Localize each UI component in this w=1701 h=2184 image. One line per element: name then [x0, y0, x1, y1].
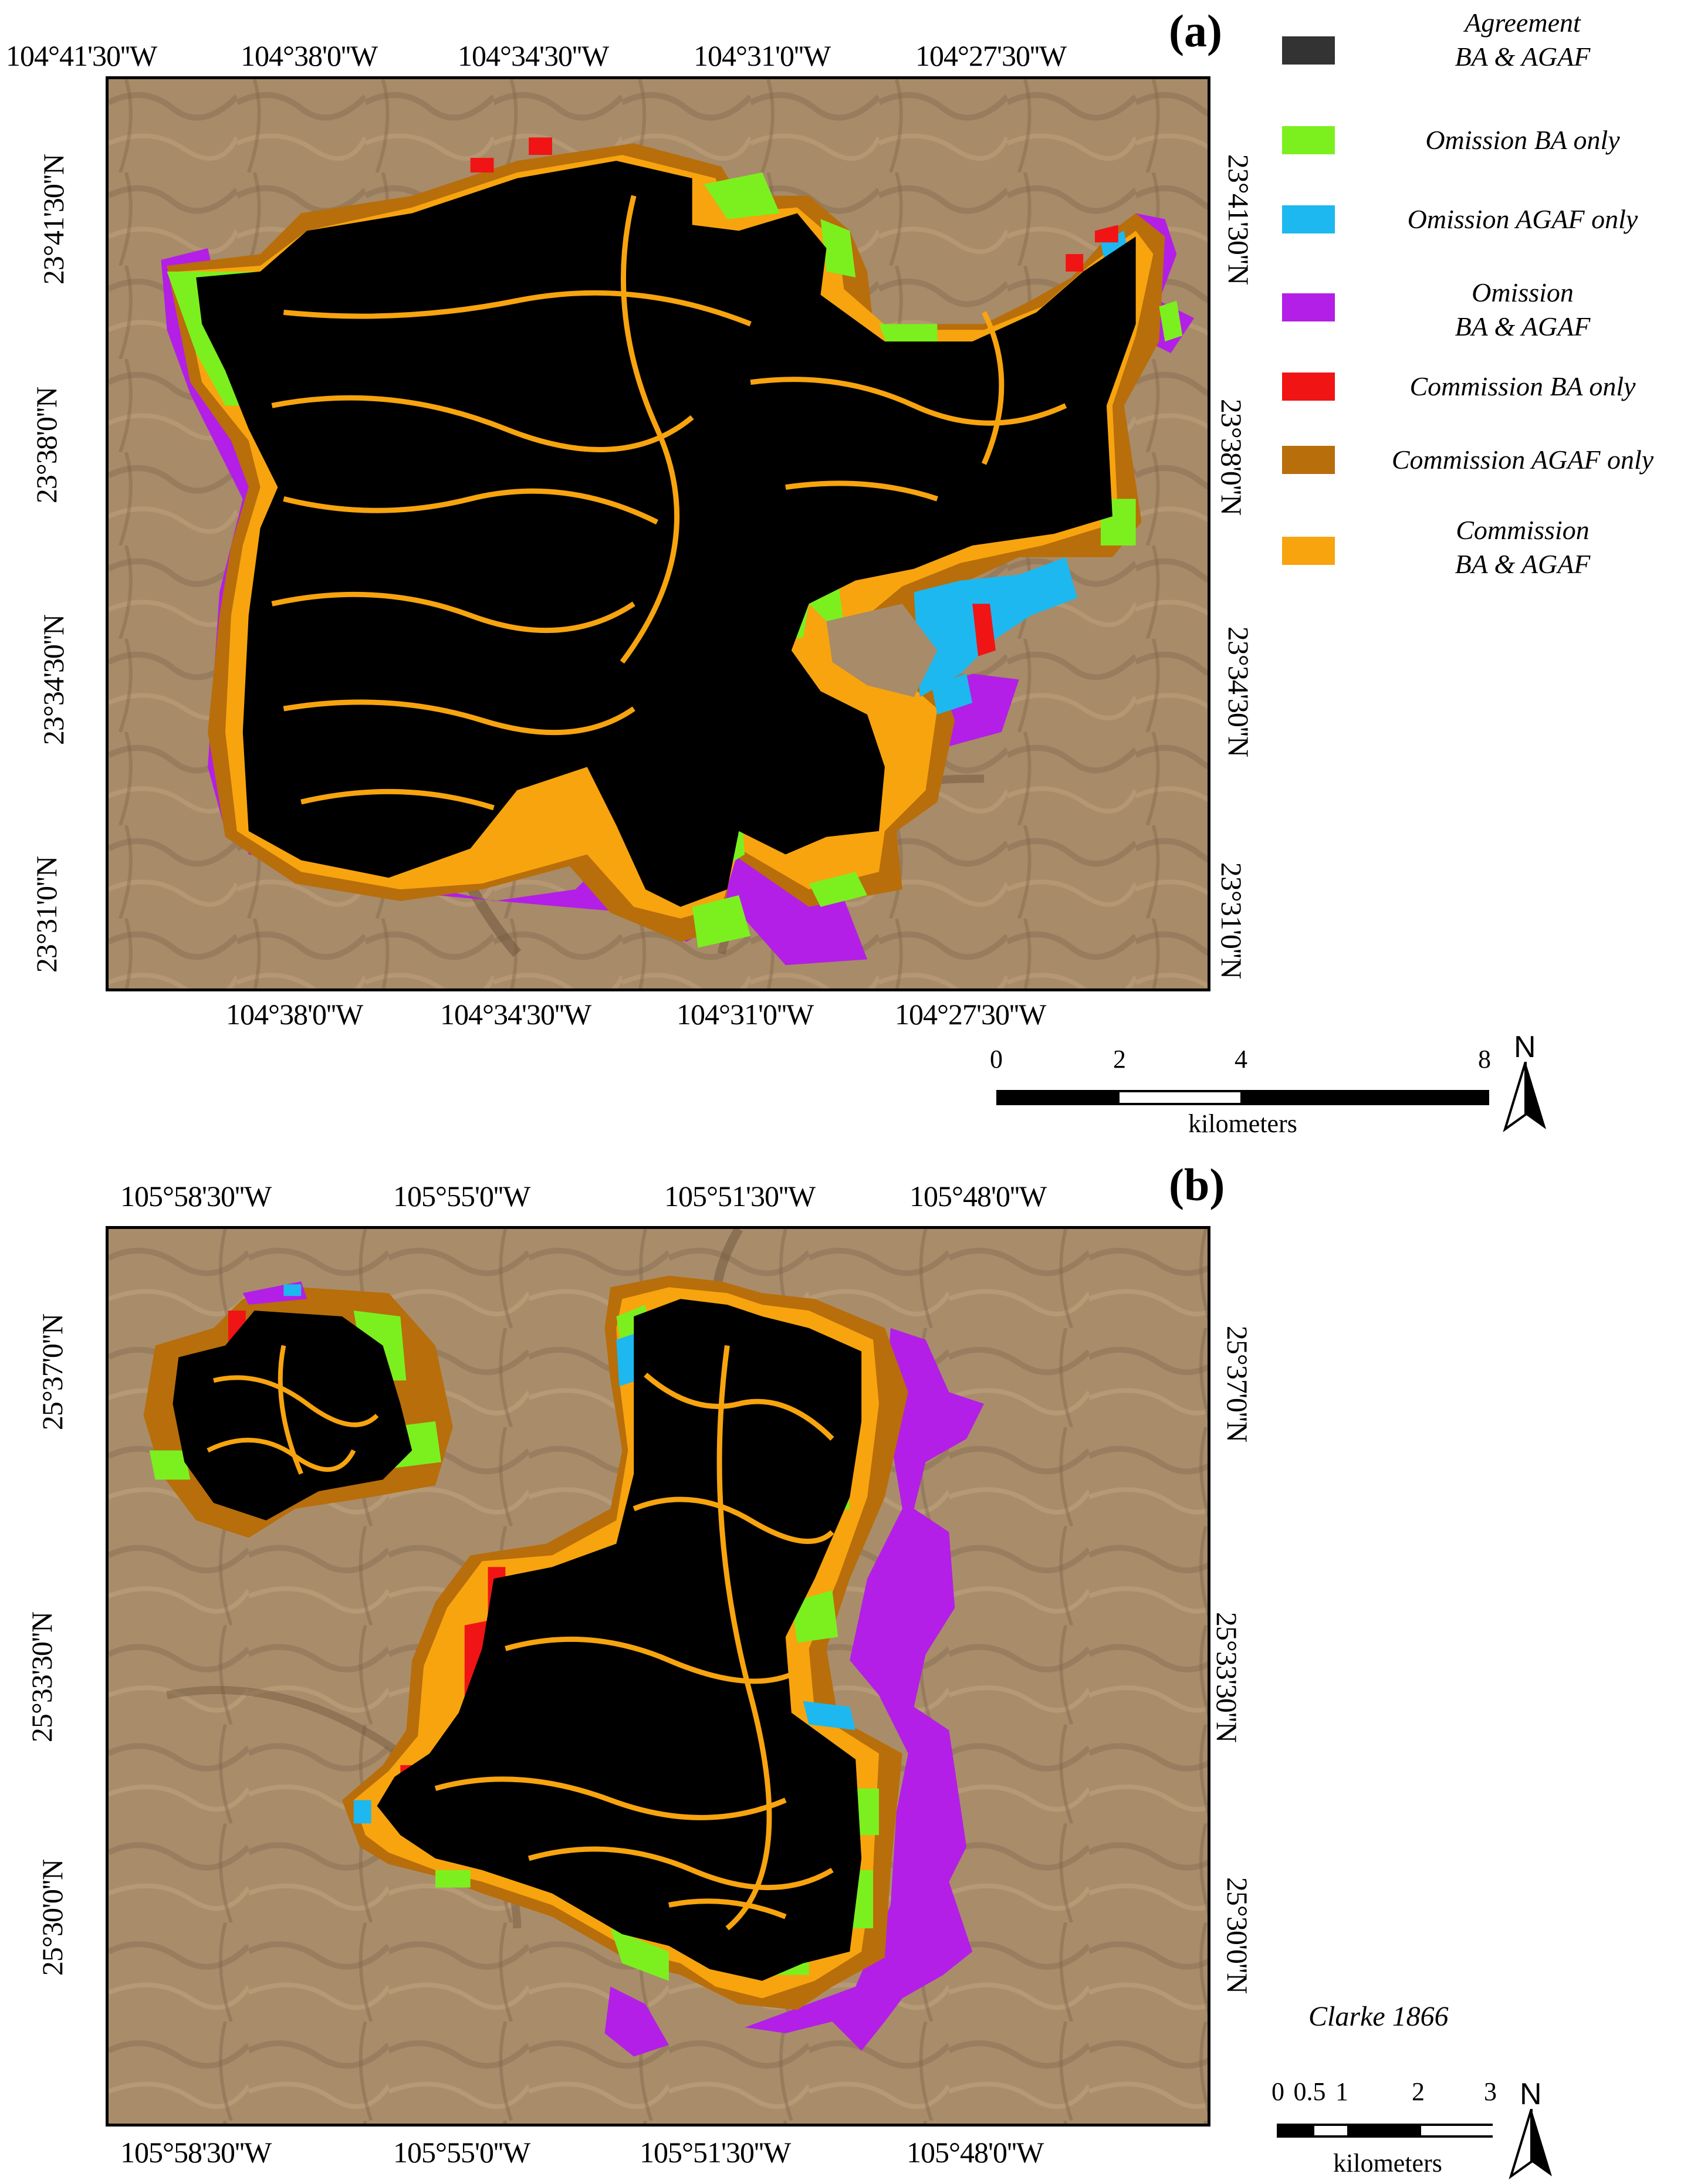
panel-b-label: (b) [1169, 1159, 1225, 1210]
panel-b-top-tick: 105°48'0''W [909, 1180, 1047, 1213]
scale-tick-label: 0 [1271, 2077, 1284, 2106]
panel-a-right-tick: 23°34'30''N [1222, 626, 1256, 757]
panel-a-top-tick: 104°41'30''W [6, 39, 157, 72]
legend-swatch [1282, 373, 1335, 401]
north-letter: N [1520, 2077, 1542, 2111]
panel-a-agreement [196, 161, 1136, 907]
legend-label: BA & AGAF [1455, 311, 1591, 341]
legend-swatch [1282, 293, 1335, 321]
panel-a-top-tick: 104°31'0''W [694, 39, 831, 72]
scale-unit-label: kilometers [1333, 2149, 1442, 2178]
panel-b-left-tick: 25°37'0''N [36, 1313, 69, 1431]
panel-a-left-tick: 23°38'0''N [30, 387, 63, 504]
panel-a-bottom-tick: 104°27'30''W [895, 998, 1046, 1031]
panel-b-top-tick: 105°58'30''W [120, 1180, 272, 1213]
datum-label: Clarke 1866 [1308, 2001, 1449, 2032]
panel-a-right-tick: 23°31'0''N [1215, 862, 1249, 979]
scale-tick-label: 8 [1478, 1045, 1491, 1074]
scale-unit-label: kilometers [1188, 1109, 1297, 1138]
panel-b-right-tick: 25°33'30''N [1210, 1611, 1244, 1743]
legend-label: Commission BA only [1409, 371, 1636, 401]
scale-tick-label: 0.5 [1293, 2077, 1326, 2106]
legend-label: Omission [1472, 277, 1574, 307]
legend-swatch [1282, 205, 1335, 233]
panel-b-bottom-tick: 105°58'30''W [120, 2136, 272, 2169]
legend: Agreement BA & AGAF Omission BA only Omi… [1282, 6, 1693, 592]
legend-swatch [1282, 446, 1335, 474]
legend-swatch [1282, 537, 1335, 565]
panel-b-streaks [434, 1345, 834, 1931]
panel-a-scale-bar: 0 2 4 8 kilometers [990, 1044, 1508, 1138]
panel-a-right-tick: 23°38'0''N [1215, 398, 1249, 516]
panel-a-right-tick: 23°41'30''N [1222, 154, 1256, 285]
panel-a-north-arrow: N [1499, 1030, 1552, 1132]
panel-a-label: (a) [1169, 5, 1222, 56]
scale-bar-segments [996, 1090, 1489, 1105]
north-arrow-icon [1509, 2109, 1552, 2179]
scale-tick-label: 3 [1484, 2077, 1497, 2106]
scale-tick-label: 1 [1335, 2077, 1348, 2106]
legend-label: Commission [1456, 515, 1590, 545]
panel-b-omission-ba [149, 1450, 191, 1480]
legend-label: Commission AGAF only [1391, 445, 1654, 475]
panel-a-interior-gap [826, 604, 938, 697]
panel-a-bottom-tick: 104°34'30''W [440, 998, 591, 1031]
panel-b-bottom-tick: 105°48'0''W [907, 2136, 1044, 2169]
panel-a-interior-gap-edge [803, 604, 833, 674]
north-letter: N [1514, 1030, 1536, 1064]
legend-swatch [1282, 126, 1335, 154]
panel-b-omission-both [745, 1328, 985, 2051]
legend-label: BA & AGAF [1455, 42, 1591, 72]
north-arrow-icon [1503, 1062, 1546, 1132]
panel-a-map [106, 76, 1210, 991]
panel-a-map-svg [109, 79, 1208, 988]
panel-b-left-tick: 25°33'30''N [25, 1611, 59, 1743]
scale-tick-label: 2 [1412, 2077, 1425, 2106]
scale-tick-label: 2 [1113, 1045, 1126, 1074]
legend-label: Omission BA only [1425, 125, 1620, 155]
legend-swatch [1282, 36, 1335, 65]
panel-b-scale-bar: 0 0.5 1 2 3 kilometers [1271, 2077, 1508, 2182]
panel-a-left-tick: 23°31'0''N [30, 856, 63, 973]
panel-a-top-tick: 104°27'30''W [915, 39, 1067, 72]
panel-b-agreement [173, 1311, 412, 1521]
panel-b-omission-both [604, 1986, 669, 2057]
panel-b-right-tick: 25°37'0''N [1221, 1325, 1254, 1443]
panel-b-right-tick: 25°30'0''N [1221, 1877, 1254, 1994]
panel-b-bottom-tick: 105°55'0''W [393, 2136, 530, 2169]
panel-a-left-tick: 23°41'30''N [37, 154, 70, 285]
panel-b-left-tick: 25°30'0''N [36, 1859, 69, 1976]
panel-a-left-tick: 23°34'30''N [37, 614, 70, 746]
panel-b-bottom-tick: 105°51'30''W [640, 2136, 791, 2169]
panel-b-north-arrow: N [1505, 2077, 1558, 2182]
panel-b-top-tick: 105°55'0''W [393, 1180, 530, 1213]
legend-label: Agreement [1465, 8, 1581, 38]
panel-b-omission-agaf [283, 1284, 302, 1296]
legend-label: Omission AGAF only [1407, 204, 1638, 234]
panel-a-top-tick: 104°34'30''W [458, 39, 609, 72]
legend-label: BA & AGAF [1455, 549, 1591, 579]
scale-bar-segments [1277, 2124, 1495, 2138]
panel-b-map-svg [109, 1229, 1208, 2124]
panel-a-top-tick: 104°38'0''W [241, 39, 378, 72]
scale-tick-label: 4 [1235, 1045, 1247, 1074]
panel-b-map [106, 1226, 1210, 2127]
panel-a-streaks [271, 195, 1067, 811]
scale-tick-label: 0 [990, 1045, 1003, 1074]
panel-b-streaks [207, 1345, 379, 1475]
panel-b-top-tick: 105°51'30''W [664, 1180, 816, 1213]
panel-a-bottom-tick: 104°31'0''W [677, 998, 814, 1031]
panel-b-agreement [377, 1299, 862, 1981]
panel-a-bottom-tick: 104°38'0''W [226, 998, 363, 1031]
